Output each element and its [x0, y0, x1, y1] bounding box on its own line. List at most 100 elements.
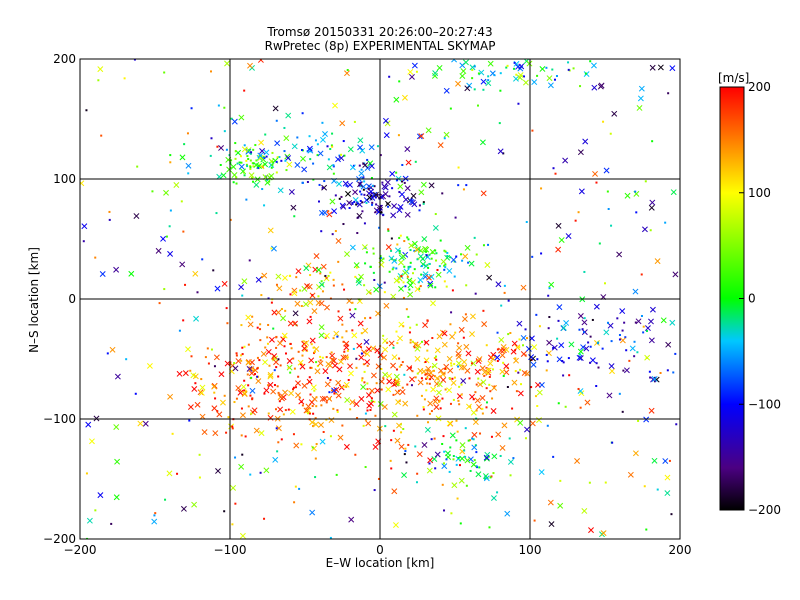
data-point-x: [114, 458, 121, 465]
data-point-dot: [348, 308, 351, 311]
data-point-dot: [256, 356, 259, 359]
data-point-x: [288, 390, 295, 397]
data-point-x: [347, 146, 354, 153]
data-point-dot: [524, 437, 527, 440]
data-point-dot: [460, 393, 463, 396]
data-point-x: [263, 387, 270, 394]
data-point-dot: [190, 107, 193, 110]
data-point-dot: [522, 344, 525, 347]
data-point-dot: [403, 181, 406, 184]
data-point-x: [313, 253, 320, 260]
data-point-dot: [446, 251, 449, 254]
data-point-dot: [321, 290, 324, 293]
data-point-x: [322, 131, 328, 137]
data-point-x: [393, 96, 400, 103]
data-point-x: [377, 401, 384, 407]
y-tick-label: −200: [43, 532, 76, 546]
data-point-dot: [636, 351, 639, 354]
data-point-dot: [376, 145, 379, 148]
data-point-dot: [341, 283, 344, 286]
data-point-x: [274, 140, 281, 147]
data-point-dot: [401, 361, 404, 364]
data-point-dot: [416, 258, 419, 261]
data-point-x: [282, 274, 288, 281]
data-point-x: [417, 277, 424, 283]
data-point-dot: [371, 203, 374, 206]
data-point-dot: [273, 384, 276, 387]
data-point-dot: [289, 342, 292, 345]
data-point-dot: [169, 161, 172, 164]
data-point-x: [583, 345, 590, 352]
data-point-x: [503, 363, 510, 370]
data-point-x: [282, 389, 289, 396]
data-point-dot: [535, 313, 538, 316]
data-point-dot: [212, 269, 215, 272]
data-point-x: [267, 227, 274, 234]
data-point-dot: [496, 348, 499, 351]
data-point-dot: [277, 375, 280, 378]
data-point-dot: [275, 283, 278, 286]
data-point-x: [424, 426, 431, 433]
data-point-x: [660, 317, 667, 324]
data-point-x: [358, 354, 365, 361]
data-point-dot: [338, 154, 341, 157]
data-point-dot: [413, 268, 416, 271]
data-point-dot: [309, 366, 312, 369]
data-point-x: [366, 392, 372, 399]
data-point-dot: [277, 358, 280, 361]
data-point-dot: [444, 388, 447, 391]
data-point-x: [407, 291, 414, 298]
data-point-dot: [296, 136, 299, 139]
data-point-dot: [369, 265, 372, 268]
data-point-x: [433, 404, 440, 411]
data-point-dot: [386, 341, 389, 344]
data-point-dot: [418, 209, 421, 212]
data-point-x: [344, 70, 350, 77]
data-point-dot: [492, 472, 495, 475]
data-point-dot: [390, 237, 393, 240]
data-point-dot: [243, 89, 246, 92]
data-point-x: [340, 203, 347, 210]
data-point-dot: [207, 362, 210, 365]
data-point-dot: [398, 357, 401, 360]
data-point-x: [491, 453, 498, 460]
data-point-dot: [416, 372, 419, 375]
data-point-dot: [301, 181, 304, 184]
data-point-dot: [502, 361, 505, 364]
data-point-x: [411, 62, 418, 69]
data-point-x: [440, 377, 447, 383]
data-point-dot: [513, 61, 516, 64]
data-point-x: [495, 431, 502, 438]
data-point-x: [455, 80, 461, 87]
data-point-x: [391, 203, 398, 210]
data-point-dot: [134, 392, 137, 395]
data-point-dot: [240, 434, 243, 437]
data-point-dot: [292, 357, 295, 360]
data-point-dot: [369, 316, 372, 319]
data-point-x: [484, 262, 491, 268]
data-point-dot: [331, 233, 334, 236]
data-point-dot: [342, 140, 345, 143]
data-point-x: [427, 280, 434, 287]
data-point-dot: [190, 355, 193, 358]
data-point-dot: [625, 349, 628, 352]
data-point-dot: [595, 385, 598, 388]
data-point-dot: [411, 272, 414, 275]
data-point-dot: [449, 446, 452, 449]
data-point-dot: [461, 259, 464, 262]
data-point-x: [344, 397, 351, 403]
data-point-x: [213, 354, 220, 361]
data-point-dot: [255, 159, 258, 162]
data-point-x: [416, 133, 423, 140]
data-point-dot: [100, 134, 103, 137]
data-point-x: [470, 360, 477, 367]
data-point-dot: [200, 378, 203, 381]
data-point-x: [212, 430, 219, 437]
data-point-x: [446, 355, 453, 362]
data-point-x: [608, 363, 615, 370]
data-point-dot: [354, 308, 357, 311]
data-point-dot: [460, 383, 463, 386]
data-point-x: [546, 75, 553, 82]
data-point-x: [113, 266, 120, 273]
